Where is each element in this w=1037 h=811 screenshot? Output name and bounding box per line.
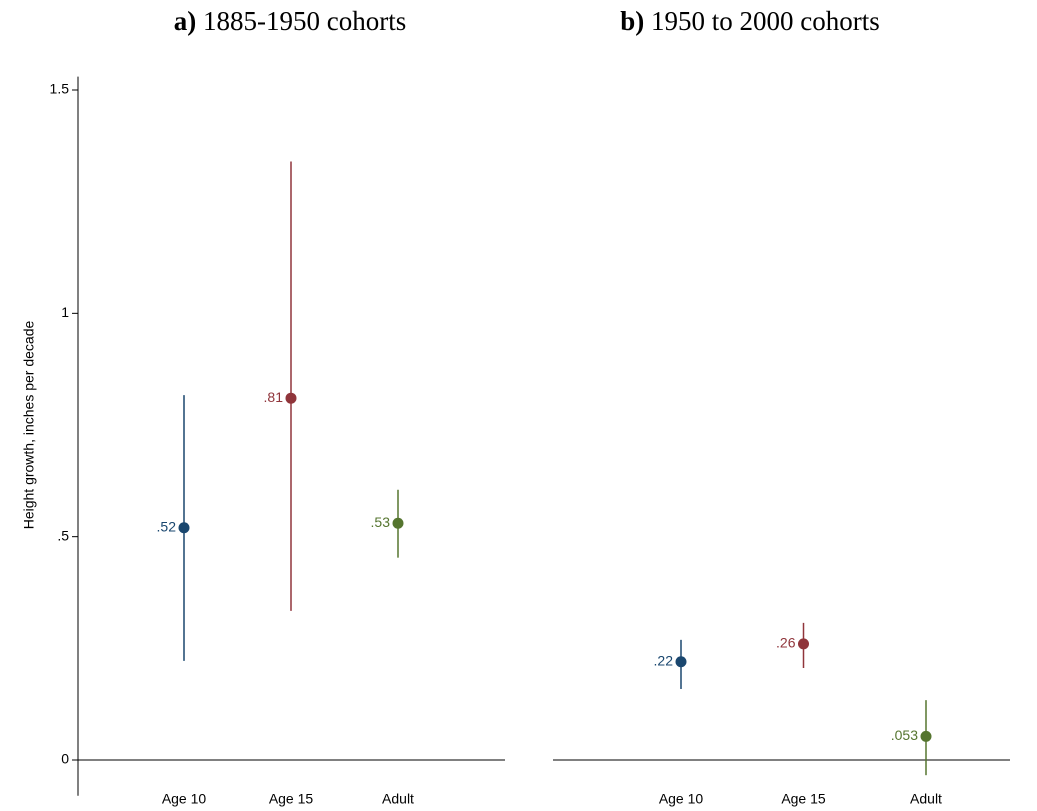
x-tick-label: Age 10 (162, 791, 207, 807)
x-tick-label: Adult (382, 791, 414, 807)
panel-title: b) 1950 to 2000 cohorts (620, 6, 880, 36)
x-tick-label: Age 15 (781, 791, 826, 807)
x-tick-label: Age 15 (269, 791, 314, 807)
value-label: .053 (891, 727, 918, 743)
value-label: .81 (264, 389, 284, 405)
value-label: .22 (654, 652, 674, 668)
value-label: .53 (371, 514, 391, 530)
title-text: 1885-1950 cohorts (203, 6, 406, 36)
x-tick-label: Adult (910, 791, 942, 807)
point (920, 730, 932, 742)
point (675, 656, 687, 668)
point (798, 638, 809, 650)
title-label: b) (620, 6, 644, 36)
title-text: 1950 to 2000 cohorts (651, 6, 880, 36)
y-tick-label: 1 (61, 304, 69, 320)
value-label: .26 (776, 635, 796, 651)
point (285, 392, 297, 404)
y-tick-label: .5 (57, 527, 69, 543)
panel-title: a) 1885-1950 cohorts (174, 6, 406, 36)
point (392, 517, 404, 529)
value-label: .52 (157, 518, 177, 534)
title-label: a) (174, 6, 197, 36)
y-tick-label: 1.5 (50, 81, 70, 97)
x-tick-label: Age 10 (659, 791, 704, 807)
point (178, 522, 190, 534)
y-axis-label: Height growth, inches per decade (21, 321, 37, 530)
y-tick-label: 0 (61, 751, 69, 767)
